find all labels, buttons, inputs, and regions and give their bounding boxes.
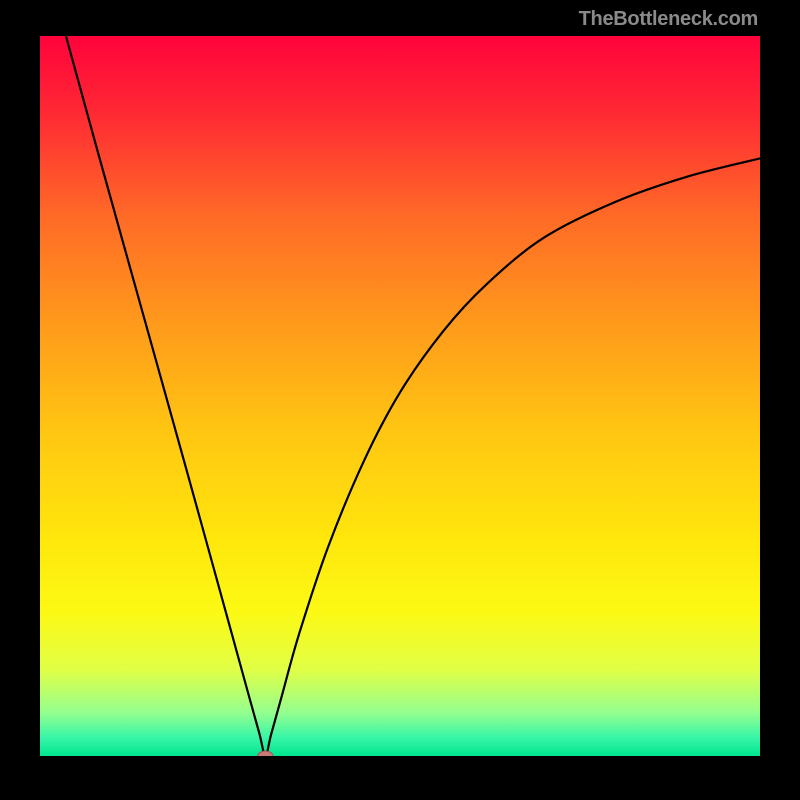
plot-area xyxy=(40,36,760,756)
watermark-text: TheBottleneck.com xyxy=(579,8,758,31)
bottleneck-curve xyxy=(40,36,760,756)
minimum-marker xyxy=(258,751,273,756)
